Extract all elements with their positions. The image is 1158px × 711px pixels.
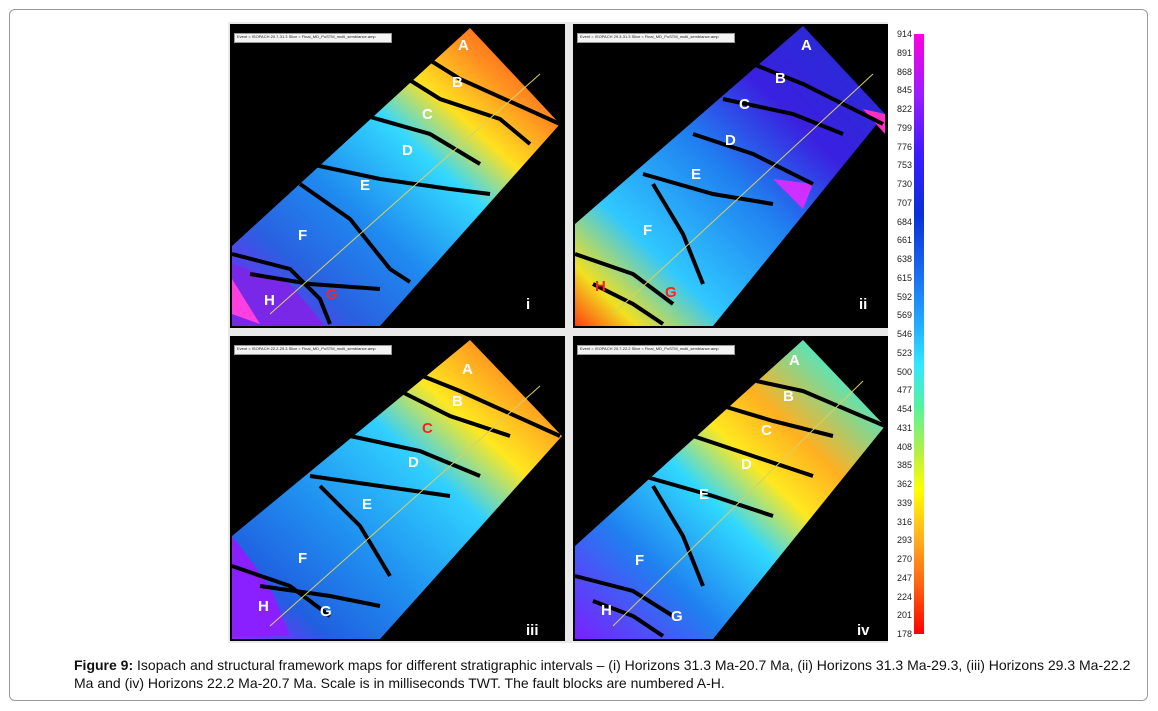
scale-tick-label: 178: [896, 629, 912, 639]
fault-block-label-c: C: [761, 422, 772, 439]
map-panel-i: Event = ISOPACH 20.7-31.3 Slice = Final_…: [230, 24, 565, 328]
fault-block-label-c: C: [422, 420, 433, 437]
fault-block-label-e: E: [360, 177, 371, 194]
fault-block-label-d: D: [741, 456, 752, 473]
isopach-map-iv: [574, 340, 886, 639]
scale-tick-label: 385: [896, 460, 912, 471]
figure-frame: [9, 9, 1148, 701]
scale-tick-label: 707: [896, 197, 912, 208]
scale-tick-label: 638: [896, 254, 912, 264]
fault-block-label-f: F: [643, 222, 653, 239]
fault-block-label-h: H: [264, 292, 275, 309]
fault-block-label-b: B: [452, 393, 463, 410]
panel-number: ii: [859, 296, 868, 313]
scale-tick-label: 247: [896, 572, 912, 583]
color-scale-bar: [914, 34, 924, 634]
scale-tick-label: 845: [896, 85, 912, 96]
panel-number: iv: [857, 622, 870, 639]
caption-label: Figure 9:: [74, 657, 134, 673]
fault-block-label-b: B: [775, 70, 786, 87]
scale-tick-label: 523: [896, 347, 912, 358]
fault-block-label-f: F: [298, 227, 308, 244]
scale-tick-label: 822: [896, 104, 912, 114]
scale-tick-label: 546: [896, 329, 912, 339]
map-legend-box: Event = ISOPACH 22.2-29.3 Slice = Final_…: [234, 345, 392, 355]
map-legend-box: Event = ISOPACH 29.3-31.3 Slice = Final_…: [577, 33, 735, 43]
scale-tick-label: 293: [896, 535, 912, 546]
fault-block-label-c: C: [422, 106, 433, 123]
fault-block-label-d: D: [408, 454, 419, 471]
scale-tick-label: 776: [896, 141, 912, 152]
color-scale: 914 891 868 845 822 799 776 753 730 707 684 661 638 6…: [888, 22, 932, 643]
scale-tick-label: 730: [896, 179, 912, 189]
scale-tick-label: 408: [896, 441, 912, 452]
figure-composite: Event = ISOPACH 20.7-31.3 Slice = Final_…: [228, 22, 932, 643]
scale-tick-label: 316: [896, 516, 912, 527]
scale-tick-label: 661: [896, 235, 912, 246]
fault-block-label-a: A: [789, 352, 800, 369]
fault-block-label-h: H: [601, 602, 612, 619]
fault-block-label-h: H: [595, 278, 606, 295]
map-panel-ii: Event = ISOPACH 29.3-31.3 Slice = Final_…: [573, 24, 888, 328]
fault-block-label-a: A: [458, 37, 469, 54]
scale-tick-label: 753: [896, 160, 912, 171]
map-legend-box: Event = ISOPACH 20.7-22.2 Slice = Final_…: [577, 345, 735, 355]
map-panel-iv: Event = ISOPACH 20.7-22.2 Slice = Final_…: [573, 336, 888, 641]
fault-block-label-g: G: [665, 284, 677, 301]
scale-tick-label: 201: [896, 610, 912, 621]
scale-tick-label: 500: [896, 366, 912, 377]
fault-block-label-e: E: [691, 166, 702, 183]
fault-block-label-g: G: [320, 603, 332, 620]
fault-block-label-g: G: [326, 286, 338, 303]
isopach-map-ii: [574, 26, 885, 326]
scale-tick-label: 914: [896, 29, 912, 39]
map-panel-iii: Event = ISOPACH 22.2-29.3 Slice = Final_…: [230, 336, 565, 641]
scale-tick-label: 891: [896, 47, 912, 58]
fault-block-label-b: B: [783, 388, 794, 405]
caption-text: Isopach and structural framework maps fo…: [74, 657, 1131, 691]
scale-tick-label: 477: [896, 385, 912, 396]
scale-tick-label: 339: [896, 497, 912, 508]
fault-block-label-e: E: [362, 496, 373, 513]
fault-block-label-h: H: [258, 598, 269, 615]
fault-block-label-d: D: [725, 132, 736, 149]
scale-tick-label: 799: [896, 122, 912, 133]
scale-tick-label: 684: [896, 216, 912, 227]
scale-tick-label: 270: [896, 554, 912, 564]
scale-tick-label: 592: [896, 291, 912, 302]
scale-tick-label: 431: [896, 422, 912, 433]
fault-block-label-e: E: [699, 486, 710, 503]
fault-block-label-f: F: [298, 550, 308, 567]
fault-block-label-a: A: [462, 361, 473, 378]
fault-block-label-d: D: [402, 142, 413, 159]
scale-tick-label: 868: [896, 66, 912, 77]
scale-tick-label: 615: [896, 272, 912, 283]
figure-caption: Figure 9: Isopach and structural framewo…: [74, 656, 1134, 692]
isopach-map-iii: [231, 340, 562, 639]
fault-block-label-g: G: [671, 608, 683, 625]
scale-tick-label: 454: [896, 404, 912, 414]
panel-number: i: [526, 296, 531, 313]
fault-block-label-c: C: [739, 96, 750, 113]
isopach-map-i: [231, 28, 561, 326]
panel-number: iii: [526, 622, 539, 639]
map-legend-box: Event = ISOPACH 20.7-31.3 Slice = Final_…: [234, 33, 392, 43]
fault-block-label-b: B: [452, 74, 463, 91]
fault-block-label-a: A: [801, 37, 812, 54]
scale-tick-label: 569: [896, 310, 912, 321]
scale-tick-label: 362: [896, 479, 912, 489]
fault-block-label-f: F: [635, 552, 645, 569]
scale-tick-label: 224: [896, 591, 912, 602]
